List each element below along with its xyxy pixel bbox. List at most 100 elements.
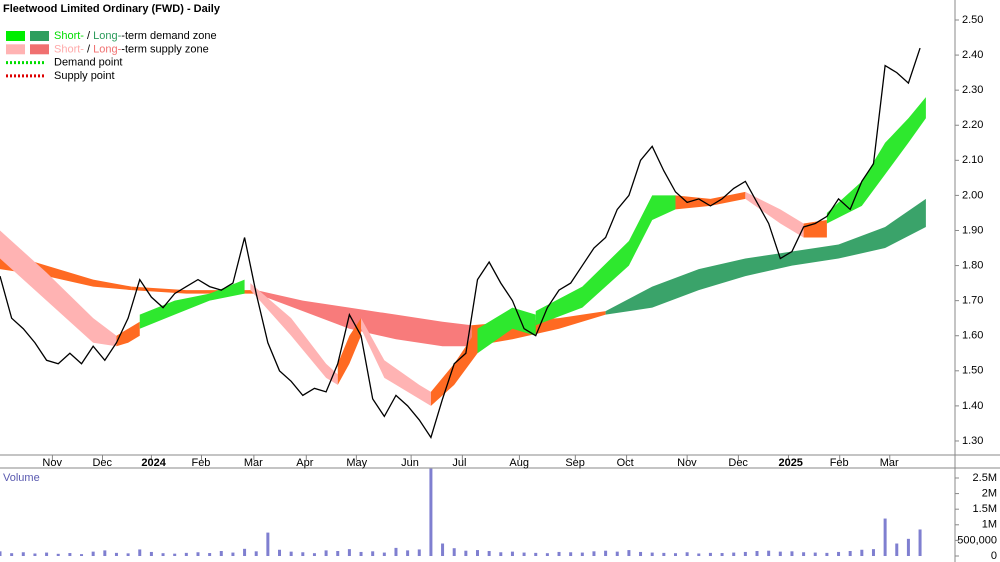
volume-bar xyxy=(592,551,596,556)
y-tick-label: 0 xyxy=(991,550,997,562)
volume-bar xyxy=(208,553,212,556)
y-tick-label: 2.30 xyxy=(962,84,983,96)
volume-bar xyxy=(91,551,95,556)
zone xyxy=(256,290,472,347)
y-tick-label: 1.30 xyxy=(962,435,983,447)
zone xyxy=(826,97,926,224)
volume-bar xyxy=(732,552,736,556)
y-tick-label: 1.70 xyxy=(962,295,983,307)
y-tick-label: 2.00 xyxy=(962,189,983,201)
zone xyxy=(0,230,117,347)
legend-text: Short- / Long--term demand zone xyxy=(54,30,217,42)
volume-bar xyxy=(487,551,491,556)
volume-bar xyxy=(312,553,316,556)
x-tick-label: 2024 xyxy=(141,457,166,469)
volume-bar xyxy=(848,551,852,556)
volume-bar xyxy=(301,552,305,556)
volume-bar xyxy=(790,551,794,556)
volume-bar xyxy=(627,550,631,556)
zone xyxy=(675,191,746,210)
volume-bar xyxy=(80,554,84,556)
legend-text-part: Long- xyxy=(93,43,121,55)
volume-bar xyxy=(114,552,118,556)
volume-bar xyxy=(778,551,782,556)
chart-title: Fleetwood Limited Ordinary (FWD) - Daily xyxy=(3,3,221,15)
volume-bar xyxy=(697,553,701,556)
x-tick-label: Jun xyxy=(401,457,419,469)
legend-text-part: Demand point xyxy=(54,57,123,69)
legend-swatch xyxy=(6,44,25,55)
volume-bar xyxy=(522,552,526,556)
volume-bar xyxy=(184,552,188,556)
zone xyxy=(250,283,338,385)
volume-bar xyxy=(149,551,153,556)
y-tick-label: 1.80 xyxy=(962,259,983,271)
volume-bar xyxy=(289,551,293,556)
legend-text-part: -term demand zone xyxy=(121,30,216,42)
y-tick-label: 1M xyxy=(982,519,997,531)
price-line xyxy=(0,47,921,439)
y-tick-label: 1.50 xyxy=(962,365,983,377)
zone xyxy=(803,219,827,238)
y-tick-label: 2.5M xyxy=(973,472,997,484)
volume-bar xyxy=(476,550,479,556)
zone xyxy=(745,191,804,238)
volume-bar xyxy=(417,549,421,556)
volume-bar xyxy=(720,553,724,556)
legend-text-part: Short- xyxy=(54,43,84,55)
volume-bar xyxy=(21,552,25,556)
volume-bar xyxy=(557,551,561,556)
volume-bar xyxy=(871,549,875,556)
volume-bar xyxy=(278,549,282,556)
legend-text-part: -term supply zone xyxy=(121,43,208,55)
volume-bar xyxy=(441,543,445,556)
volume-bar xyxy=(825,552,829,556)
x-tick-label: Mar xyxy=(880,457,899,469)
legend-text: Demand point xyxy=(54,57,123,69)
y-tick-label: 2.20 xyxy=(962,119,983,131)
volume-title: Volume xyxy=(3,472,40,484)
volume-bar xyxy=(743,551,747,556)
legend-text-part: / xyxy=(84,30,93,42)
x-tick-label: Dec xyxy=(728,457,748,469)
x-tick-label: Feb xyxy=(191,457,210,469)
volume-bar xyxy=(45,552,49,556)
x-tick-label: Apr xyxy=(296,457,313,469)
legend-text-part: Short- xyxy=(54,30,84,42)
volume-bar xyxy=(464,550,468,556)
legend-swatch xyxy=(30,44,49,55)
volume-bar xyxy=(510,551,514,556)
x-tick-label: Mar xyxy=(244,457,263,469)
zone xyxy=(535,195,676,326)
volume-bar xyxy=(673,553,677,556)
volume-bar xyxy=(371,551,375,556)
y-tick-label: 1.90 xyxy=(962,224,983,236)
legend-text-part: / xyxy=(84,43,93,55)
volume-bar xyxy=(534,552,538,556)
x-tick-label: Aug xyxy=(509,457,529,469)
legend-swatch xyxy=(6,31,25,41)
legend-text-part: Supply point xyxy=(54,70,115,82)
volume-bar xyxy=(196,552,200,556)
x-tick-label: May xyxy=(346,457,367,469)
legend-swatch xyxy=(30,31,49,41)
volume-bar xyxy=(161,553,165,556)
volume-bar xyxy=(883,518,887,556)
zone xyxy=(477,307,536,354)
volume-bar xyxy=(906,538,910,556)
x-tick-label: Feb xyxy=(830,457,849,469)
x-tick-label: Sep xyxy=(565,457,585,469)
x-tick-label: Oct xyxy=(617,457,634,469)
volume-bar xyxy=(406,550,410,556)
volume-bar xyxy=(382,552,386,556)
x-tick-label: Nov xyxy=(677,457,697,469)
y-tick-label: 2.10 xyxy=(962,154,983,166)
x-tick-label: Jul xyxy=(452,457,466,469)
volume-bar xyxy=(103,550,107,556)
volume-bar xyxy=(580,552,584,556)
legend-text: Short- / Long--term supply zone xyxy=(54,43,209,55)
legend-text-part: Long- xyxy=(93,30,121,42)
volume-bar xyxy=(336,551,340,556)
volume-bar xyxy=(429,468,433,556)
volume-bar xyxy=(0,551,2,556)
